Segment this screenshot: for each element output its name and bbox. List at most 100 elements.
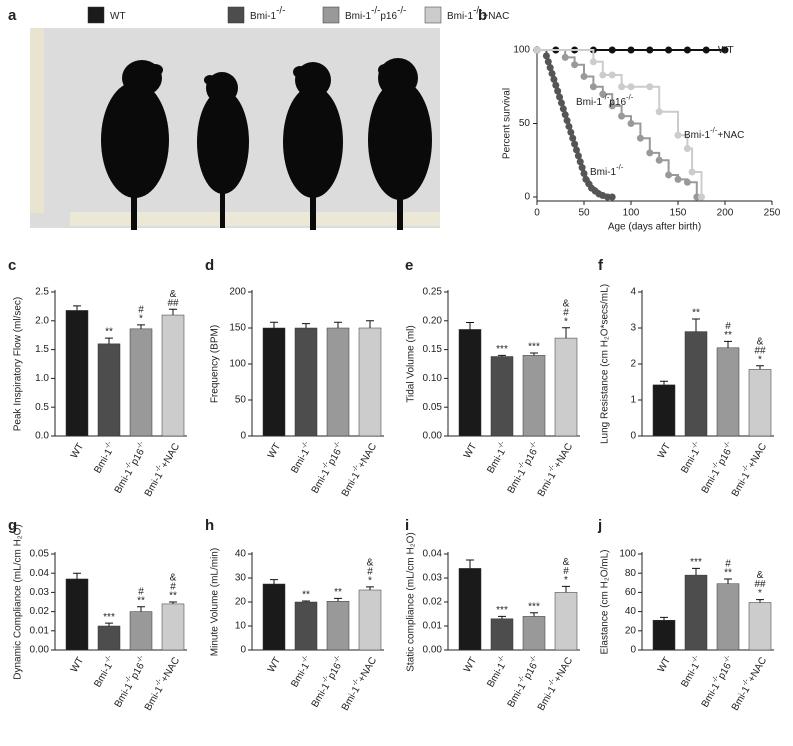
- bar: [97, 625, 121, 651]
- label-part: Bmi-1: [505, 681, 528, 709]
- significance: *: [564, 575, 568, 586]
- panel-label: h: [205, 517, 214, 534]
- survival-point: [627, 120, 635, 127]
- legend-label: Bmi-1-/-+NAC: [447, 5, 509, 22]
- y-tick-label: 4: [630, 287, 636, 298]
- superscript: -/-: [711, 460, 721, 470]
- superscript: -/-: [351, 463, 361, 473]
- superscript: -/-: [300, 654, 310, 664]
- bar: [652, 384, 676, 437]
- y-tick-label: 0.04: [30, 568, 50, 579]
- y-axis-label: Static compliance (mL/cm H₂O): [406, 532, 417, 671]
- superscript: -/-: [496, 440, 506, 450]
- y-tick-label: 0.03: [423, 573, 443, 584]
- survival-point: [665, 171, 673, 179]
- x-tick-label: Bmi-1-/-: [483, 440, 511, 475]
- label-part: +NAC: [159, 441, 182, 470]
- error-bar: [366, 586, 374, 590]
- superscript: -/-: [124, 674, 134, 684]
- superscript: -/-: [616, 163, 624, 172]
- series-label: Bmi-1-/-: [590, 163, 624, 178]
- error-bar: [724, 340, 732, 348]
- bar: [358, 327, 382, 437]
- superscript: -/-: [300, 440, 310, 450]
- x-tick-label: Bmi-1-/-: [677, 654, 705, 689]
- bar: [129, 611, 153, 651]
- y-axis-label: Dynamic Compliance (mL/cm H₂O): [13, 524, 24, 680]
- label-part: Bmi-1: [250, 11, 277, 22]
- y-tick-label: 3: [630, 323, 636, 334]
- superscript: -/-: [351, 677, 361, 687]
- photo: [30, 28, 440, 230]
- error-bar: [105, 622, 113, 626]
- survival-point: [569, 134, 577, 142]
- bar: [684, 331, 708, 437]
- y-tick-label: 2.0: [35, 315, 49, 326]
- survival-point: [646, 83, 654, 91]
- survival-point: [702, 46, 710, 54]
- y-tick-label: 0.25: [423, 287, 443, 298]
- significance: ##: [754, 345, 766, 356]
- y-tick-label: 150: [229, 323, 246, 334]
- survival-point: [544, 58, 552, 66]
- error-bar: [724, 578, 732, 584]
- y-tick-label: 10: [235, 621, 247, 632]
- x-tick-label: 200: [717, 208, 734, 219]
- significance: ***: [690, 557, 702, 568]
- survival-point: [574, 152, 582, 160]
- error-bar: [756, 599, 764, 603]
- y-tick-label: 100: [513, 45, 530, 56]
- y-tick-label: 0.10: [423, 373, 443, 384]
- error-bar: [562, 327, 570, 339]
- label-part: p16: [716, 661, 734, 681]
- x-tick-label: 100: [623, 208, 640, 219]
- y-tick-label: 1: [630, 395, 636, 406]
- panel-label: g: [8, 517, 17, 534]
- significance: **: [334, 587, 342, 598]
- bar: [97, 343, 121, 437]
- y-tick-label: 1.5: [35, 344, 49, 355]
- significance: &: [563, 557, 570, 568]
- y-axis-label: Peak Inspiratory Flow (ml/sec): [13, 297, 24, 431]
- label-part: Bmi-1: [684, 130, 711, 141]
- x-tick-label: WT: [266, 655, 283, 674]
- survival-point: [636, 134, 644, 142]
- superscript: -/-: [547, 463, 557, 473]
- label-part: +NAC: [159, 655, 182, 684]
- y-tick-label: 2: [630, 359, 636, 370]
- label-part: +NAC: [356, 441, 379, 470]
- superscript: -/-: [103, 654, 113, 664]
- survival-point: [563, 117, 571, 125]
- label-part: Bmi-1: [699, 681, 722, 709]
- bar: [65, 310, 89, 437]
- y-tick-label: 0.5: [35, 402, 49, 413]
- y-tick-label: 0.00: [423, 431, 443, 442]
- survival-point: [556, 93, 564, 101]
- label-part: WT: [462, 655, 479, 674]
- bar: [262, 583, 286, 651]
- survival-point: [546, 64, 554, 72]
- series-label: WT: [718, 45, 734, 56]
- bar: [294, 327, 318, 437]
- y-tick-label: 0.00: [30, 645, 50, 656]
- x-tick-label: Bmi-1-/-+NAC: [728, 440, 769, 498]
- survival-point: [572, 146, 580, 154]
- label-part: p16: [129, 447, 147, 467]
- error-bar: [105, 337, 113, 344]
- survival-point: [683, 46, 691, 54]
- bar: [326, 601, 350, 651]
- bar: [262, 327, 286, 437]
- label-part: +NAC: [552, 655, 575, 684]
- survival-point: [655, 156, 663, 164]
- label-part: WT: [656, 441, 673, 460]
- x-tick-label: Bmi-1-/-+NAC: [141, 440, 182, 498]
- error-bar: [302, 323, 310, 328]
- bar: [716, 583, 740, 651]
- significance: *: [139, 313, 143, 324]
- error-bar: [169, 601, 177, 604]
- legend-swatch: [424, 6, 442, 24]
- significance: &: [170, 573, 177, 584]
- x-tick-label: Bmi-1-/-+NAC: [338, 440, 379, 498]
- legend-swatch: [87, 6, 105, 24]
